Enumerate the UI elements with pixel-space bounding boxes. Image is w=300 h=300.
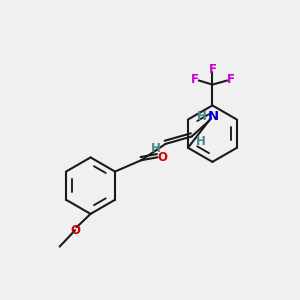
Text: H: H bbox=[151, 142, 161, 155]
Text: H: H bbox=[196, 135, 206, 148]
Text: F: F bbox=[191, 73, 199, 86]
Text: N: N bbox=[208, 110, 219, 123]
Text: H: H bbox=[196, 110, 206, 123]
Text: F: F bbox=[227, 73, 235, 86]
Text: F: F bbox=[208, 63, 216, 76]
Text: O: O bbox=[157, 151, 167, 164]
Text: O: O bbox=[70, 224, 80, 237]
